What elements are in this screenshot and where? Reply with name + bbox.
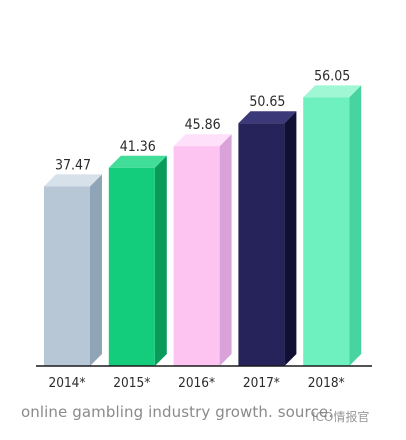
bar-value-label: 45.86 <box>185 117 221 133</box>
bar-top <box>173 134 232 147</box>
bar-top <box>108 155 167 168</box>
x-tick-label: 2017* <box>243 375 280 391</box>
bar <box>303 97 350 366</box>
bar-group: 41.36 <box>108 139 167 366</box>
bar <box>173 146 220 366</box>
bar-group: 37.47 <box>44 157 102 366</box>
x-tick-label: 2016* <box>178 375 215 391</box>
x-tick-label: 2018* <box>308 375 345 391</box>
bar <box>108 167 155 366</box>
bar-group: 50.65 <box>238 94 297 366</box>
bar-value-label: 56.05 <box>314 68 350 84</box>
bar <box>238 123 285 366</box>
bar-side <box>154 155 167 366</box>
bar-top <box>303 85 362 98</box>
x-tick-label: 2015* <box>113 375 150 391</box>
bar-top <box>238 111 297 124</box>
bar-group: 45.86 <box>173 117 232 366</box>
x-tick-labels: 2014* 2015* 2016* 2017* 2018* <box>49 375 345 391</box>
bars-layer: 37.47 41.36 45.86 50.65 56.05 <box>44 68 362 366</box>
bar-side <box>284 111 297 366</box>
bar-side <box>349 85 362 366</box>
bar-side <box>90 174 102 366</box>
x-tick-label: 2014* <box>49 375 86 391</box>
watermark: ICO情报官 <box>312 410 370 424</box>
bar-value-label: 50.65 <box>249 94 285 110</box>
bar-side <box>219 134 232 366</box>
bar-top <box>44 174 102 187</box>
bar-value-label: 41.36 <box>120 139 156 155</box>
bar-group: 56.05 <box>303 68 362 366</box>
chart-caption: online gambling industry growth. source: <box>21 403 334 421</box>
bar <box>44 186 90 366</box>
bar-value-label: 37.47 <box>55 157 91 173</box>
